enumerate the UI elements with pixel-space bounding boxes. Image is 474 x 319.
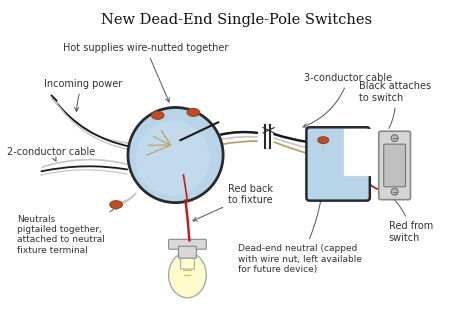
Text: 2-conductor cable: 2-conductor cable <box>7 147 95 161</box>
Text: Hot supplies wire-nutted together: Hot supplies wire-nutted together <box>63 43 228 102</box>
Ellipse shape <box>187 108 200 116</box>
Text: Incoming power: Incoming power <box>44 78 122 112</box>
FancyBboxPatch shape <box>181 255 194 269</box>
Ellipse shape <box>151 111 164 119</box>
Text: 3-conductor cable: 3-conductor cable <box>303 73 392 127</box>
Text: Neutrals
pigtailed together,
attached to neutral
fixture terminal: Neutrals pigtailed together, attached to… <box>17 206 118 255</box>
Ellipse shape <box>109 201 122 209</box>
FancyBboxPatch shape <box>306 127 370 201</box>
FancyBboxPatch shape <box>384 144 406 187</box>
Text: Red back
to fixture: Red back to fixture <box>193 184 273 221</box>
Ellipse shape <box>169 252 206 298</box>
Circle shape <box>136 121 210 195</box>
FancyBboxPatch shape <box>169 239 206 249</box>
Circle shape <box>128 108 223 203</box>
Ellipse shape <box>318 137 329 144</box>
Circle shape <box>391 135 398 142</box>
Text: Red from
switch: Red from switch <box>386 192 433 243</box>
Text: New Dead-End Single-Pole Switches: New Dead-End Single-Pole Switches <box>101 13 373 27</box>
Circle shape <box>391 188 398 195</box>
Text: Black attaches
to switch: Black attaches to switch <box>359 81 431 135</box>
FancyBboxPatch shape <box>379 131 410 200</box>
Text: Dead-end neutral (capped
with wire nut, left available
for future device): Dead-end neutral (capped with wire nut, … <box>238 146 362 274</box>
FancyBboxPatch shape <box>179 246 196 258</box>
